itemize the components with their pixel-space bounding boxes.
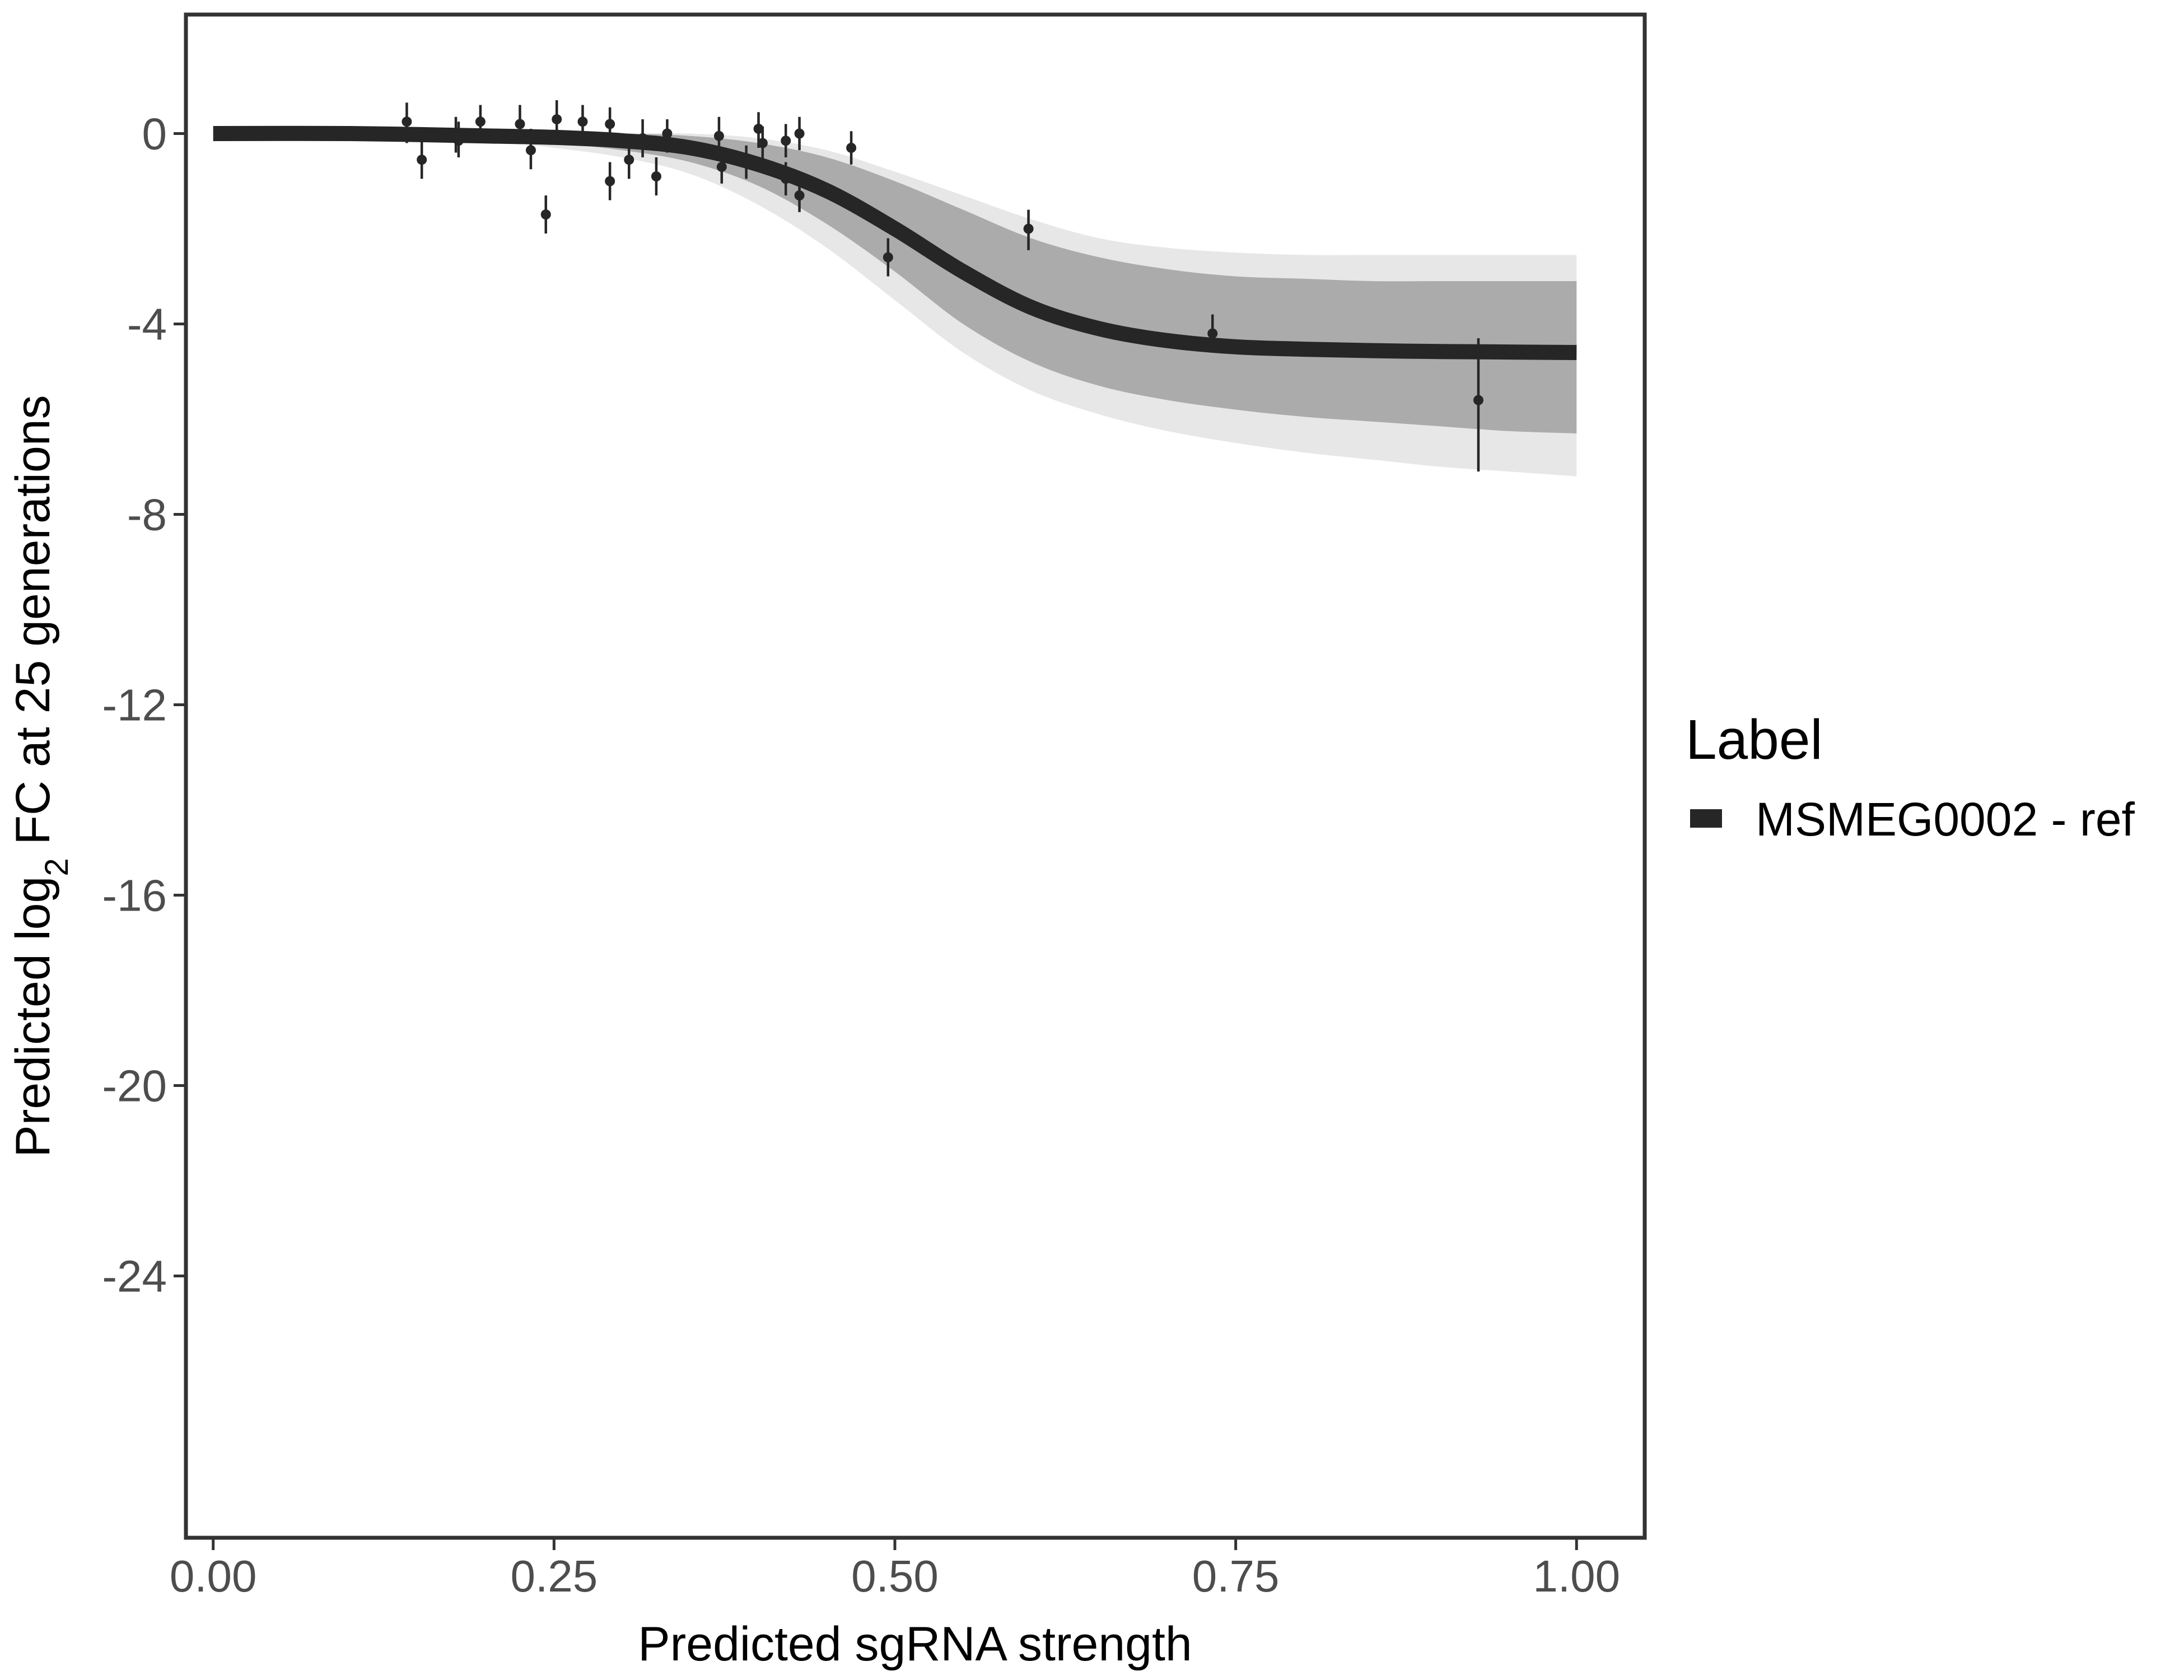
y-axis-title-prefix: Predicted log [6,876,60,1158]
plot-area [184,12,1647,1540]
legend-key-msmeg0002-ref [1690,809,1722,828]
data-point [552,114,562,124]
x-tick-label: 0.50 [851,1551,939,1601]
y-tick-label: -4 [127,300,167,349]
y-axis-title-suffix: FC at 25 generations [6,395,60,858]
y-tick-label: -24 [102,1252,167,1301]
data-point [753,124,764,134]
data-point [525,145,536,156]
data-point [662,128,673,139]
data-point [741,157,752,167]
data-point [1473,395,1483,405]
data-point [794,190,805,200]
data-point [605,176,615,186]
y-axis-title: Predicted log2 FC at 25 generations [6,395,75,1157]
y-tick-label: -8 [127,490,167,540]
data-point [540,209,551,220]
data-point [713,130,724,141]
data-point [794,128,805,139]
y-tick-label: 0 [142,109,167,159]
panel-border [184,12,1647,1540]
x-tick-label: 1.00 [1533,1551,1620,1601]
posterior-band [213,133,1577,433]
y-tick-label: -16 [102,871,167,921]
fit-curve-msmeg0002-ref [213,125,1577,360]
y-tick-label: -12 [102,680,167,730]
x-tick-label: 0.00 [170,1551,257,1601]
data-point [1207,328,1218,339]
data-point [605,119,615,129]
data-point [515,119,525,129]
observation-points-layer [402,100,1483,472]
data-point [577,116,588,127]
data-point [883,252,893,263]
x-axis: 0.00 0.25 0.50 0.75 1.00 [170,1539,1620,1601]
x-tick-label: 0.75 [1192,1551,1280,1601]
data-point [781,136,791,146]
legend-title: Label [1686,708,1823,771]
fit-curve-layer [213,125,1577,360]
data-point [624,155,634,165]
data-point [651,171,661,181]
data-point [417,155,427,165]
data-point [716,162,727,172]
x-axis-title: Predicted sgRNA strength [638,1617,1192,1671]
data-point [402,116,412,127]
legend-label-msmeg0002-ref: MSMEG0002 - ref [1756,793,2135,846]
y-axis: 0 -4 -8 -12 -16 -20 -24 [102,109,184,1301]
data-point [1023,223,1034,234]
y-tick-label: -20 [102,1061,167,1111]
data-point [846,143,857,153]
x-tick-label: 0.25 [510,1551,598,1601]
posterior-band-layer [213,133,1577,477]
data-point [453,136,464,146]
data-point [637,133,648,143]
legend: Label MSMEG0002 - ref [1686,708,2135,846]
data-point [757,138,768,148]
y-axis-title-subscript: 2 [39,858,75,876]
data-point [475,116,486,127]
data-point [781,174,791,184]
